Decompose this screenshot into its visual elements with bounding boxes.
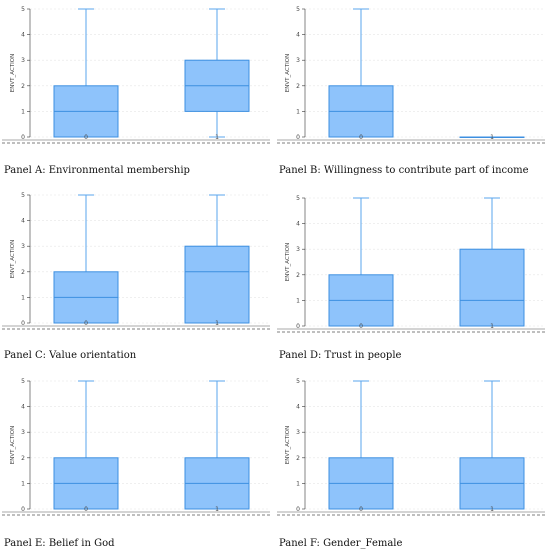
box-iqr	[459, 248, 525, 327]
x-tick-label: 1	[490, 134, 494, 141]
y-tick-label: 0	[296, 506, 300, 513]
panel-b-chart: 0 1 2 3 4 5 ENVT_ACTION 0 1	[277, 6, 545, 144]
x-tick-label: 1	[490, 323, 494, 330]
panel-e: 0 1 2 3 4 5 ENVT_ACTION 0 1 Panel E: Belief in G…	[0, 368, 275, 552]
x-tick-label: 0	[359, 323, 363, 330]
x-tick-label: 0	[359, 506, 363, 513]
x-tick-label: 1	[215, 320, 219, 327]
x-tick-label: 1	[490, 506, 494, 513]
panel-d-caption: Panel D: Trust in people	[279, 350, 402, 361]
panel-e-chart: 0 1 2 3 4 5 ENVT_ACTION 0 1	[2, 378, 270, 516]
panel-a: 0 1 2 3 4 5 ENVT_ACTION 0 1 Panel A: Environment…	[0, 0, 275, 184]
y-tick-label: 1	[296, 108, 300, 115]
y-axis-label: ENVT_ACTION	[285, 243, 291, 281]
panel-b-caption: Panel B: Willingness to contribute part …	[279, 165, 529, 176]
panel-b: 0 1 2 3 4 5 ENVT_ACTION 0 1 Panel B: Willingness…	[275, 0, 550, 184]
y-tick-label: 2	[296, 83, 300, 90]
x-tick-label: 0	[84, 320, 88, 327]
panel-f-caption: Panel F: Gender_Female	[279, 538, 403, 549]
y-tick-label: 0	[296, 134, 300, 141]
y-tick-label: 4	[21, 404, 25, 411]
y-tick-label: 3	[21, 57, 25, 64]
panel-a-caption: Panel A: Environmental membership	[4, 165, 190, 176]
panel-f: 0 1 2 3 4 5 ENVT_ACTION 0 1 Panel F: Gender_Fema…	[275, 368, 550, 552]
x-tick-label: 1	[215, 506, 219, 513]
y-tick-label: 1	[21, 480, 25, 487]
y-tick-label: 0	[21, 506, 25, 513]
panel-d: 0 1 2 3 4 5 ENVT_ACTION 0 1 Panel D: Trust in pe…	[275, 184, 550, 368]
panel-f-chart: 0 1 2 3 4 5 ENVT_ACTION 0 1	[277, 378, 545, 516]
y-tick-label: 5	[296, 195, 300, 202]
y-axis-label: ENVT_ACTION	[10, 240, 16, 278]
y-tick-label: 1	[296, 297, 300, 304]
y-tick-label: 3	[21, 243, 25, 250]
y-tick-label: 2	[296, 272, 300, 279]
y-tick-label: 2	[21, 83, 25, 90]
y-tick-label: 4	[21, 218, 25, 225]
panel-c: 0 1 2 3 4 5 ENVT_ACTION 0 1 Panel C: Value orien…	[0, 184, 275, 368]
y-axis-label: ENVT_ACTION	[285, 54, 291, 92]
y-axis-label: ENVT_ACTION	[10, 54, 16, 92]
y-tick-label: 2	[21, 455, 25, 462]
y-tick-label: 4	[296, 32, 300, 39]
y-tick-label: 0	[21, 134, 25, 141]
y-tick-label: 3	[296, 246, 300, 253]
y-tick-label: 5	[21, 378, 25, 385]
y-tick-label: 2	[296, 455, 300, 462]
y-tick-label: 2	[21, 269, 25, 276]
y-tick-label: 5	[296, 6, 300, 13]
panel-e-caption: Panel E: Belief in God	[4, 538, 115, 549]
x-tick-label: 0	[84, 506, 88, 513]
y-tick-label: 5	[21, 6, 25, 13]
y-tick-label: 1	[21, 294, 25, 301]
y-tick-label: 4	[21, 32, 25, 39]
y-tick-label: 3	[21, 429, 25, 436]
y-tick-label: 5	[296, 378, 300, 385]
y-tick-label: 4	[296, 221, 300, 228]
y-axis-label: ENVT_ACTION	[285, 426, 291, 464]
y-tick-label: 3	[296, 57, 300, 64]
x-tick-label: 1	[215, 134, 219, 141]
panel-c-caption: Panel C: Value orientation	[4, 350, 137, 361]
panel-c-chart: 0 1 2 3 4 5 ENVT_ACTION 0 1	[2, 192, 270, 330]
y-tick-label: 3	[296, 429, 300, 436]
panel-d-chart: 0 1 2 3 4 5 ENVT_ACTION 0 1	[277, 195, 545, 333]
panel-a-chart: 0 1 2 3 4 5 ENVT_ACTION 0 1	[2, 6, 270, 144]
y-tick-label: 0	[21, 320, 25, 327]
y-axis-label: ENVT_ACTION	[10, 426, 16, 464]
y-tick-label: 5	[21, 192, 25, 199]
y-tick-label: 1	[21, 108, 25, 115]
y-tick-label: 0	[296, 323, 300, 330]
x-tick-label: 0	[84, 134, 88, 141]
y-tick-label: 4	[296, 404, 300, 411]
x-tick-label: 0	[359, 134, 363, 141]
y-tick-label: 1	[296, 480, 300, 487]
box-iqr	[184, 245, 250, 324]
